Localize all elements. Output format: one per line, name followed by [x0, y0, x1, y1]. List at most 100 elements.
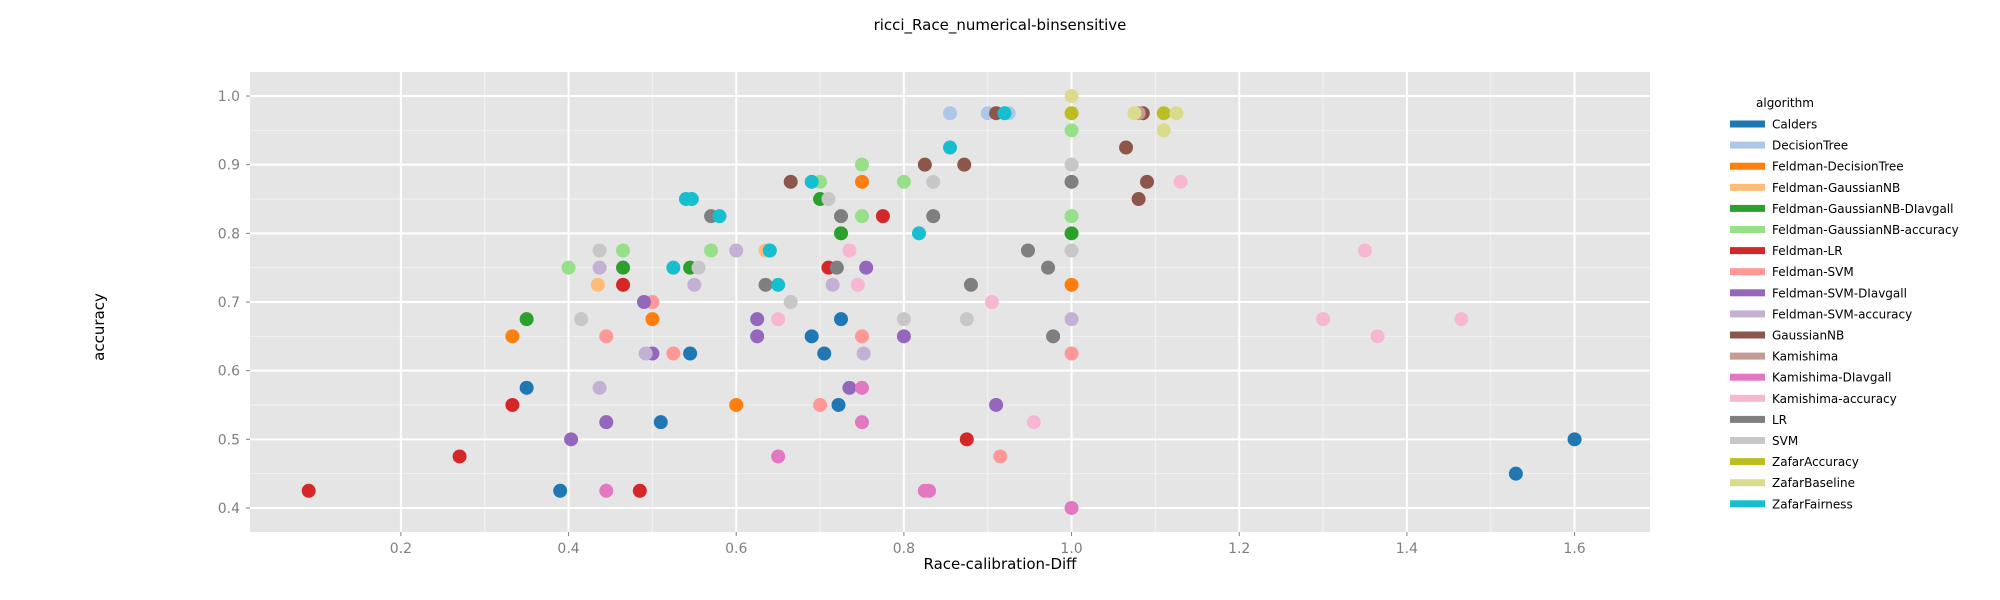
legend-item: Feldman-SVM: [1730, 265, 1854, 279]
legend-item: DecisionTree: [1730, 139, 1848, 153]
data-point: [452, 449, 467, 464]
data-point: [704, 243, 719, 258]
grid-lines: [250, 72, 1650, 532]
data-point: [599, 483, 614, 498]
data-point: [553, 483, 568, 498]
x-tick-label: 0.6: [725, 541, 747, 557]
legend-swatch: [1730, 204, 1765, 212]
x-tick-label: 1.0: [1060, 541, 1082, 557]
legend-label: Calders: [1772, 118, 1817, 132]
series-svm: [574, 157, 1079, 327]
legend-label: GaussianNB: [1772, 329, 1844, 343]
data-point: [896, 174, 911, 189]
data-point: [653, 415, 668, 430]
data-point: [599, 415, 614, 430]
data-point: [771, 312, 786, 327]
data-point: [922, 483, 937, 498]
series-lr: [704, 174, 1079, 344]
data-point: [564, 432, 579, 447]
data-point: [638, 346, 653, 361]
chart-title: ricci_Race_numerical-binsensitive: [874, 16, 1127, 35]
data-point: [957, 157, 972, 172]
data-point: [750, 329, 765, 344]
data-point: [783, 174, 798, 189]
legend-item: ZafarAccuracy: [1730, 455, 1859, 469]
data-point: [831, 397, 846, 412]
data-point: [989, 397, 1004, 412]
legend: algorithm Calders DecisionTree Feldman-Dec…: [1730, 96, 1959, 511]
legend-label: Feldman-LR: [1772, 244, 1843, 258]
data-point: [825, 277, 840, 292]
data-point: [301, 483, 316, 498]
data-point: [1046, 329, 1061, 344]
data-point: [959, 432, 974, 447]
data-point: [1119, 140, 1134, 155]
data-point: [758, 277, 773, 292]
legend-label: Kamishima-DIavgall: [1772, 371, 1891, 385]
legend-item: SVM: [1730, 434, 1798, 448]
legend-item: Kamishima: [1730, 350, 1838, 364]
series-gaussiannb: [783, 106, 1155, 207]
legend-swatch: [1730, 183, 1765, 191]
series-feldman-svm-accuracy: [592, 243, 1079, 395]
data-point: [911, 226, 926, 241]
legend-swatch: [1730, 141, 1765, 149]
legend-swatch: [1730, 310, 1765, 318]
data-point: [729, 397, 744, 412]
data-point: [834, 312, 849, 327]
data-point: [1064, 89, 1079, 104]
legend-swatch: [1730, 120, 1765, 128]
legend-item: Kamishima-accuracy: [1730, 392, 1897, 406]
data-point: [561, 260, 576, 275]
y-tick-label: 0.7: [218, 295, 240, 311]
data-point: [1508, 466, 1523, 481]
data-point: [590, 277, 605, 292]
y-axis-title: accuracy: [90, 293, 108, 361]
data-point: [1131, 192, 1146, 207]
data-point: [943, 106, 957, 121]
data-point: [943, 140, 957, 155]
data-point: [519, 380, 534, 395]
data-point: [834, 226, 849, 241]
data-point: [1064, 209, 1079, 224]
legend-swatch: [1730, 352, 1765, 360]
legend-swatch: [1730, 479, 1765, 487]
data-point: [842, 243, 857, 258]
data-point: [616, 277, 631, 292]
data-point: [963, 277, 978, 292]
data-point: [1316, 312, 1331, 327]
data-point: [984, 295, 999, 309]
data-point: [666, 260, 681, 275]
data-point: [834, 209, 849, 224]
data-point: [687, 277, 702, 292]
data-point: [896, 312, 911, 327]
data-point: [842, 380, 857, 395]
x-tick-label: 1.2: [1228, 541, 1250, 557]
data-point: [712, 209, 727, 224]
legend-item: GaussianNB: [1730, 329, 1844, 343]
data-point: [771, 277, 786, 292]
legend-item: Feldman-DecisionTree: [1730, 160, 1904, 174]
data-point: [616, 260, 631, 275]
x-tick-label: 0.2: [390, 541, 412, 557]
series-zafaraccuracy: [1064, 106, 1171, 121]
series-feldman-gaussiannb-accuracy: [561, 123, 1079, 275]
legend-label: Kamishima: [1772, 350, 1838, 364]
x-tick-label: 0.8: [893, 541, 915, 557]
data-point: [997, 106, 1012, 121]
y-tick-label: 0.5: [218, 432, 240, 448]
data-point: [519, 312, 534, 327]
data-point: [1064, 174, 1079, 189]
data-point: [632, 483, 647, 498]
series-calders: [519, 312, 1582, 498]
legend-label: Feldman-SVM-DIavgall: [1772, 286, 1907, 300]
data-point: [1064, 346, 1079, 361]
x-tick-label: 1.6: [1563, 541, 1585, 557]
data-point: [875, 209, 890, 224]
data-point: [1064, 157, 1079, 172]
data-point: [683, 346, 698, 361]
legend-item: Feldman-SVM-DIavgall: [1730, 286, 1907, 300]
data-point: [1064, 500, 1079, 515]
y-tick-label: 0.4: [218, 501, 240, 517]
